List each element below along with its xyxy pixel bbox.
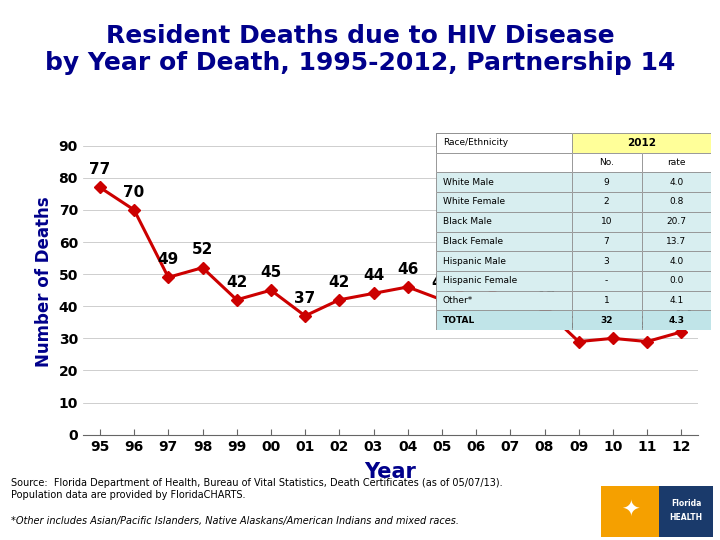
Text: Race/Ethnicity: Race/Ethnicity [443, 138, 508, 147]
Text: 0.0: 0.0 [670, 276, 683, 285]
Text: Florida: Florida [671, 500, 701, 509]
Text: 45: 45 [260, 265, 282, 280]
Text: Black Female: Black Female [443, 237, 503, 246]
Text: 37: 37 [294, 291, 316, 306]
Text: 70: 70 [123, 185, 145, 200]
Text: 4.3: 4.3 [668, 316, 685, 325]
Text: rate: rate [667, 158, 685, 167]
Text: No.: No. [599, 158, 614, 167]
Text: 13.7: 13.7 [667, 237, 686, 246]
Text: 42: 42 [226, 274, 248, 289]
X-axis label: Year: Year [364, 462, 417, 482]
Text: 49: 49 [158, 252, 179, 267]
Y-axis label: Number of Deaths: Number of Deaths [35, 197, 53, 367]
Text: 47: 47 [465, 259, 487, 273]
Text: Hispanic Female: Hispanic Female [443, 276, 517, 285]
Text: Hispanic Male: Hispanic Male [443, 256, 505, 266]
Text: White Female: White Female [443, 198, 505, 206]
Text: 46: 46 [397, 262, 418, 276]
Text: 44: 44 [363, 268, 384, 283]
Text: 1: 1 [603, 296, 609, 305]
Text: Source:  Florida Department of Health, Bureau of Vital Statistics, Death Certifi: Source: Florida Department of Health, Bu… [11, 478, 503, 500]
Text: 42: 42 [500, 274, 521, 289]
Text: 42: 42 [431, 274, 453, 289]
Text: 4.0: 4.0 [670, 256, 683, 266]
Text: *Other includes Asian/Pacific Islanders, Native Alaskans/American Indians and mi: *Other includes Asian/Pacific Islanders,… [11, 516, 459, 526]
Text: 2: 2 [604, 198, 609, 206]
Text: TOTAL: TOTAL [443, 316, 475, 325]
Text: by Year of Death, 1995-2012, Partnership 14: by Year of Death, 1995-2012, Partnership… [45, 51, 675, 75]
Bar [660, 486, 713, 537]
Text: 52: 52 [192, 242, 213, 258]
Text: 29: 29 [636, 316, 658, 331]
Text: 7: 7 [603, 237, 609, 246]
Text: Other*: Other* [443, 296, 473, 305]
Text: 20.7: 20.7 [667, 217, 686, 226]
Text: Black Male: Black Male [443, 217, 492, 226]
Text: 2012: 2012 [627, 138, 656, 148]
Text: 39: 39 [534, 284, 555, 299]
Text: 29: 29 [568, 316, 590, 331]
Text: 32: 32 [670, 307, 692, 322]
Text: 77: 77 [89, 162, 111, 177]
Text: 10: 10 [600, 217, 612, 226]
Text: 9: 9 [603, 178, 609, 187]
Text: 30: 30 [602, 313, 624, 328]
Text: 4.1: 4.1 [670, 296, 683, 305]
Text: 42: 42 [328, 274, 350, 289]
Bar [601, 486, 660, 537]
Text: -: - [605, 276, 608, 285]
Text: 3: 3 [603, 256, 609, 266]
Text: Resident Deaths due to HIV Disease: Resident Deaths due to HIV Disease [106, 24, 614, 48]
Text: White Male: White Male [443, 178, 494, 187]
Text: 0.8: 0.8 [670, 198, 683, 206]
Text: ✦: ✦ [621, 501, 639, 521]
Text: HEALTH: HEALTH [670, 514, 703, 522]
Text: 4.0: 4.0 [670, 178, 683, 187]
Text: Race/Ethnicity: Race/Ethnicity [504, 138, 569, 147]
Text: 32: 32 [600, 316, 613, 325]
